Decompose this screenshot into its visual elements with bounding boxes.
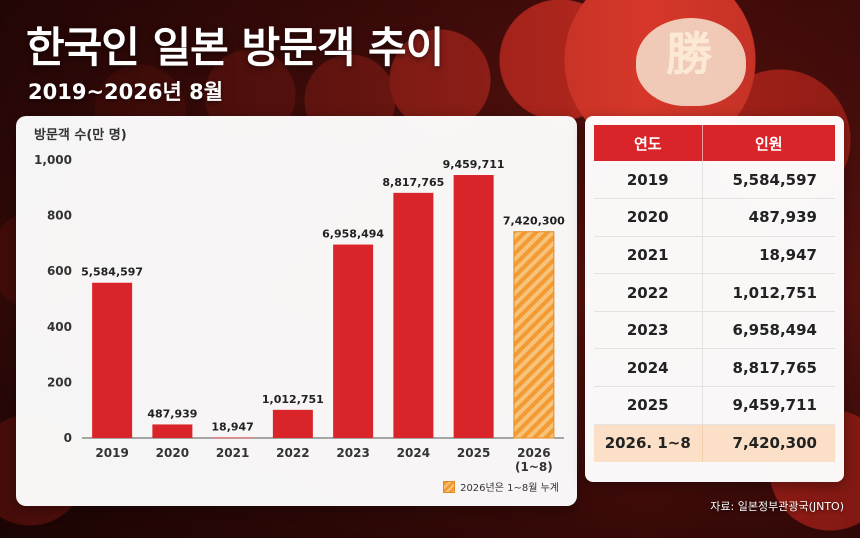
row-count: 487,939 [702,198,835,237]
row-year: 2024 [594,348,703,388]
table-row: 2024 8,817,765 [594,348,835,388]
bar-2019 [92,282,133,438]
daruma-face-decoration [636,18,746,106]
x-tick-label: 2022 [276,446,309,460]
table-row: 2025 9,459,711 [594,386,835,425]
bar-2024 [393,192,434,438]
y-tick-label: 200 [47,375,72,389]
row-year: 2020 [594,198,703,237]
row-count: 5,584,597 [702,161,835,200]
visitors-table: 연도 인원 2019 5,584,597 2020 487,939 2021 1… [594,125,835,462]
data-label: 1,012,751 [262,393,324,406]
row-count: 18,947 [702,236,835,275]
y-tick-label: 1,000 [34,153,72,167]
bar-chart: 0 200 400 600 800 1,000 5,584,597 2019 487,939 20… [34,153,565,474]
legend-label: 2026년은 1~8월 누계 [460,483,559,494]
daruma-character: 勝 [666,27,714,81]
bar-2025 [453,175,494,439]
row-year: 2026. 1~8 [594,424,703,462]
x-tick-label: 2024 [397,446,430,460]
legend-swatch [443,480,456,493]
x-tick-label: 2023 [336,446,369,460]
y-tick-label: 600 [47,264,72,278]
page-subtitle: 2019~2026년 8월 [28,80,224,104]
row-count: 8,817,765 [702,348,835,388]
data-label: 9,459,711 [443,158,505,171]
row-year: 2022 [594,273,703,312]
data-label: 487,939 [147,407,197,420]
row-year: 2023 [594,311,703,350]
bar-2020 [152,424,193,438]
x-tick-label: 2026 [517,446,550,460]
data-table-panel: 연도 인원 2019 5,584,597 2020 487,939 2021 1… [585,116,844,482]
table-row: 2021 18,947 [594,236,835,275]
data-label: 5,584,597 [81,266,143,279]
bar-2026 [513,231,555,439]
y-tick-label: 400 [47,320,72,334]
y-tick-label: 0 [64,431,72,445]
row-count: 9,459,711 [702,386,835,425]
page-title: 한국인 일본 방문객 추이 [26,23,444,72]
table-row-highlight: 2026. 1~8 7,420,300 [594,424,835,462]
y-axis-label: 방문객 수(만 명) [34,128,127,143]
bar-2022 [272,409,313,438]
row-count: 7,420,300 [702,424,835,462]
row-year: 2025 [594,386,703,425]
table-row: 2020 487,939 [594,198,835,237]
y-tick-label: 800 [47,209,72,223]
data-label: 18,947 [211,420,253,433]
row-count: 1,012,751 [702,273,835,312]
header-count: 인원 [702,125,835,161]
x-tick-label: 2021 [216,446,249,460]
row-year: 2021 [594,236,703,275]
row-count: 6,958,494 [702,311,835,350]
x-tick-label: 2019 [95,446,128,460]
x-tick-label: 2025 [457,446,490,460]
table-row: 2023 6,958,494 [594,311,835,350]
data-label: 7,420,300 [503,215,565,228]
data-label: 8,817,765 [382,176,444,189]
bar-2021 [212,437,253,439]
x-tick-label: (1~8) [515,460,553,474]
source-note: 자료: 일본정부관광국(JNTO) [710,500,844,513]
chart-panel: 0 200 400 600 800 1,000 5,584,597 2019 487,939 20… [16,116,577,506]
data-label: 6,958,494 [322,228,384,241]
bar-2023 [333,244,374,438]
table-row: 2019 5,584,597 [594,161,835,200]
table-header-row: 연도 인원 [594,125,835,161]
chart-legend: 2026년은 1~8월 누계 [443,479,559,494]
header-year: 연도 [594,125,703,161]
table-row: 2022 1,012,751 [594,273,835,312]
row-year: 2019 [594,161,703,200]
x-tick-label: 2020 [156,446,189,460]
